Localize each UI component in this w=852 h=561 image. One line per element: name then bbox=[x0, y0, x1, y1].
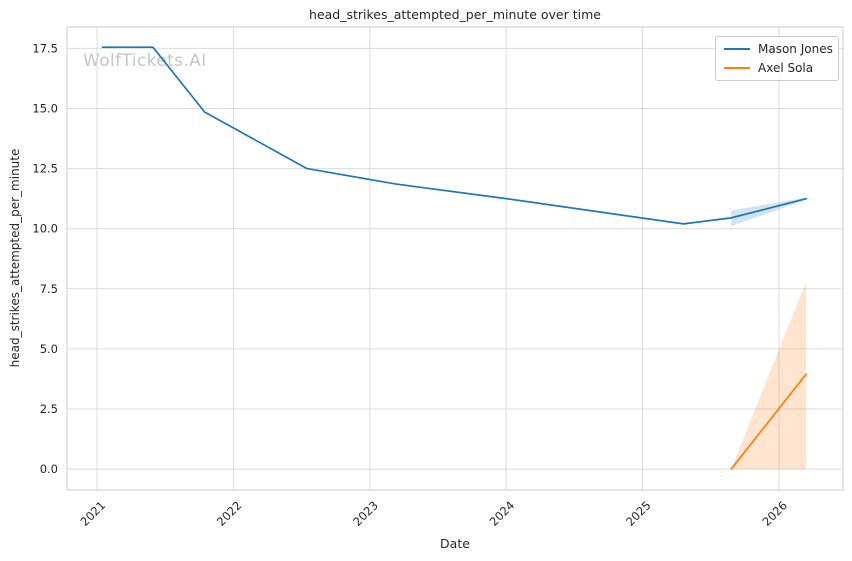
y-tick-label: 0.0 bbox=[40, 462, 58, 476]
legend-item-mason-jones: Mason Jones bbox=[724, 42, 833, 56]
y-tick-label: 17.5 bbox=[32, 41, 58, 55]
x-tick-label: 2026 bbox=[759, 498, 790, 529]
legend-label-axel-sola: Axel Sola bbox=[758, 61, 814, 75]
legend-item-axel-sola: Axel Sola bbox=[724, 61, 830, 75]
watermark: WolfTickets.AI bbox=[83, 51, 207, 71]
chart-title: head_strikes_attempted_per_minute over t… bbox=[309, 7, 601, 22]
y-tick-label: 12.5 bbox=[32, 162, 58, 176]
y-tick-label: 7.5 bbox=[40, 282, 58, 296]
x-tick-label: 2021 bbox=[78, 498, 109, 529]
y-axis-label: head_strikes_attempted_per_minute bbox=[8, 148, 22, 368]
x-tick-label: 2025 bbox=[623, 498, 654, 529]
y-tick-label: 15.0 bbox=[32, 101, 58, 115]
plot-border bbox=[66, 26, 844, 491]
x-tick-label: 2022 bbox=[214, 498, 245, 529]
x-tick-label: 2024 bbox=[487, 498, 518, 529]
legend-line-swatch-axel-sola bbox=[724, 67, 750, 69]
legend-line-swatch-mason-jones bbox=[724, 48, 750, 50]
legend: Mason Jones Axel Sola bbox=[715, 36, 839, 81]
y-tick-label: 5.0 bbox=[40, 342, 58, 356]
y-tick-label: 2.5 bbox=[40, 402, 58, 416]
series-line-mason-jones bbox=[101, 46, 808, 225]
series-line-axel-sola bbox=[730, 373, 808, 470]
x-tick-label: 2023 bbox=[350, 498, 381, 529]
x-axis-label: Date bbox=[440, 536, 470, 551]
ci-band-axel-sola bbox=[731, 281, 807, 470]
y-tick-label: 10.0 bbox=[32, 222, 58, 236]
legend-label-mason-jones: Mason Jones bbox=[758, 42, 833, 56]
ci-band-mason-jones bbox=[731, 197, 807, 227]
